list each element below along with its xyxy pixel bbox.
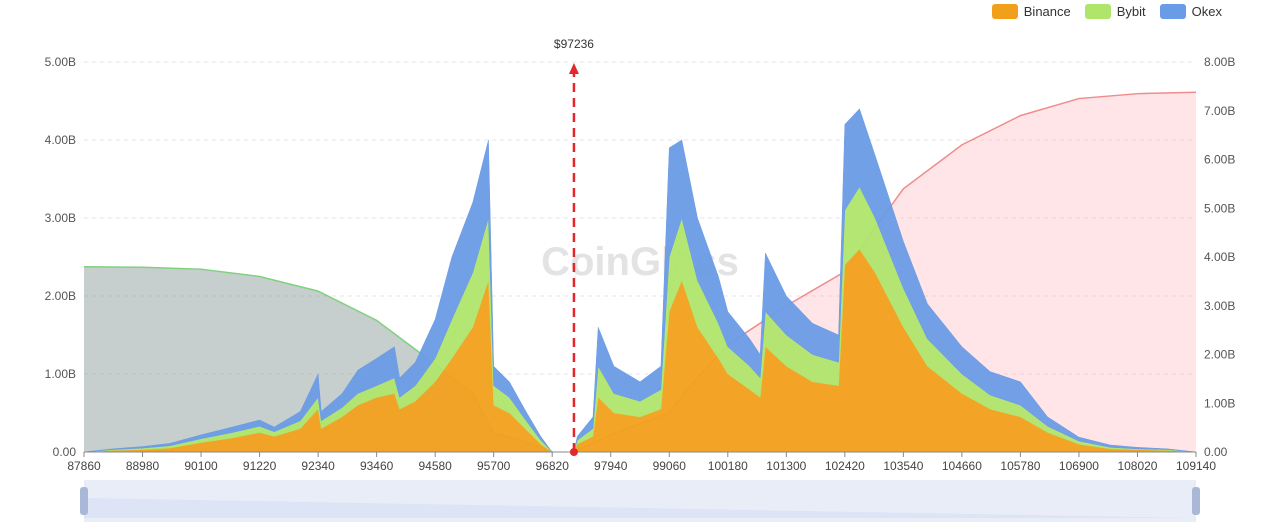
y-right-tick-label: 8.00B bbox=[1204, 55, 1235, 69]
zoom-handle-right[interactable] bbox=[1192, 487, 1200, 515]
y-right-tick-label: 6.00B bbox=[1204, 153, 1235, 167]
y-right-tick-label: 4.00B bbox=[1204, 250, 1235, 264]
x-tick-label: 96820 bbox=[536, 459, 570, 473]
y-right-tick-label: 2.00B bbox=[1204, 348, 1235, 362]
y-right-tick-label: 0.00 bbox=[1204, 445, 1228, 459]
x-tick-label: 90100 bbox=[184, 459, 218, 473]
zoom-handle-left[interactable] bbox=[80, 487, 88, 515]
x-tick-label: 92340 bbox=[301, 459, 335, 473]
y-left-tick-label: 4.00B bbox=[45, 133, 76, 147]
y-right-tick-label: 7.00B bbox=[1204, 104, 1235, 118]
x-tick-label: 93460 bbox=[360, 459, 394, 473]
legend-label: Bybit bbox=[1116, 4, 1146, 19]
x-tick-label: 104660 bbox=[942, 459, 982, 473]
legend-item-okex[interactable]: Okex bbox=[1159, 4, 1222, 19]
current-price-arrow bbox=[568, 63, 579, 74]
legend-label: Okex bbox=[1191, 4, 1222, 19]
legend-label: Binance bbox=[1023, 4, 1071, 19]
y-right-tick-label: 5.00B bbox=[1204, 201, 1235, 215]
x-tick-label: 99060 bbox=[653, 459, 687, 473]
x-tick-label: 95700 bbox=[477, 459, 511, 473]
y-right-tick-label: 1.00B bbox=[1204, 396, 1235, 410]
current-price-dot bbox=[569, 448, 578, 456]
x-tick-label: 88980 bbox=[126, 459, 160, 473]
zoom-track bbox=[84, 480, 1196, 522]
x-tick-label: 97940 bbox=[594, 459, 628, 473]
x-tick-label: 87860 bbox=[67, 459, 101, 473]
legend-swatch bbox=[991, 4, 1018, 19]
x-tick-label: 106900 bbox=[1059, 459, 1099, 473]
y-left-tick-label: 3.00B bbox=[45, 211, 76, 225]
x-tick-label: 101300 bbox=[766, 459, 806, 473]
legend-item-binance[interactable]: Binance bbox=[991, 4, 1071, 19]
x-tick-label: 103540 bbox=[883, 459, 923, 473]
x-tick-label: 94580 bbox=[418, 459, 452, 473]
liquidation-heat-chart: 0.00 1.00B 2.00B 3.00B 4.00B 5.00B 0.00 1.00B 2.… bbox=[45, 37, 1236, 473]
x-tick-label: 108020 bbox=[1117, 459, 1157, 473]
zoom-preview bbox=[84, 498, 1196, 518]
y-right-tick-label: 3.00B bbox=[1204, 299, 1235, 313]
y-left-tick-label: 5.00B bbox=[45, 55, 76, 69]
y-left-tick-label: 1.00B bbox=[45, 367, 76, 381]
y-left-tick-label: 0.00 bbox=[53, 445, 77, 459]
x-tick-label: 91220 bbox=[243, 459, 277, 473]
x-tick-label: 109140 bbox=[1176, 459, 1216, 473]
x-tick-label: 102420 bbox=[825, 459, 865, 473]
legend-swatch bbox=[1084, 4, 1111, 19]
current-price-label: $97236 bbox=[554, 37, 594, 51]
y-left-tick-label: 2.00B bbox=[45, 289, 76, 303]
x-tick-label: 100180 bbox=[708, 459, 748, 473]
zoom-slider[interactable] bbox=[80, 480, 1200, 522]
legend-swatch bbox=[1159, 4, 1186, 19]
legend-item-bybit[interactable]: Bybit bbox=[1084, 4, 1146, 19]
x-tick-label: 105780 bbox=[1000, 459, 1040, 473]
legend: Binance Bybit Okex bbox=[991, 4, 1222, 19]
